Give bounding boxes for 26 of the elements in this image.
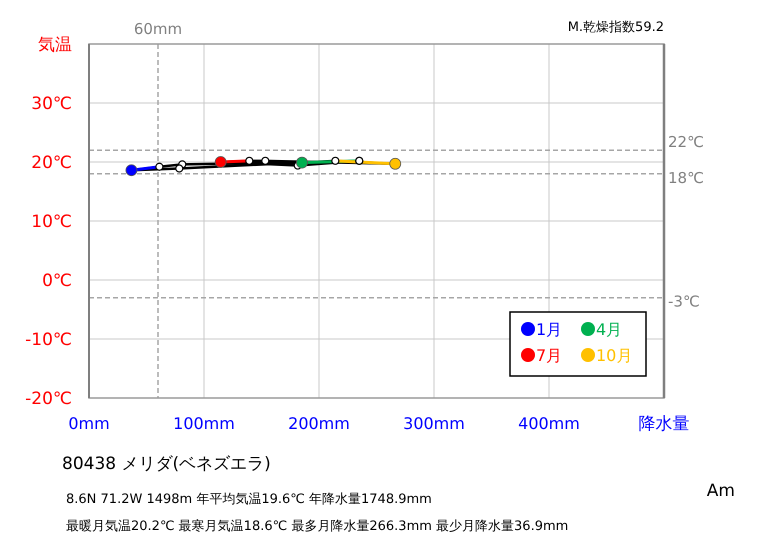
text: 最暖月気温20.2℃ 最寒月気温18.6℃ 最多月降水量266.3mm 最少月降水量36.9mm <box>66 518 568 534</box>
legend-label: 10月 <box>596 346 632 365</box>
y-tick-label: 20℃ <box>31 153 72 173</box>
text: 8.6N 71.2W 1498m 年平均気温19.6℃ 年降水量1748.9mm <box>66 492 432 507</box>
legend-label: 1月 <box>536 320 562 339</box>
ref-line-label: 18℃ <box>668 168 704 187</box>
x-tick-label: 100mm <box>173 414 235 433</box>
x-tick-label: 200mm <box>288 414 350 433</box>
y-tick-label: 30℃ <box>31 94 72 114</box>
y-tick-label: 10℃ <box>31 212 72 232</box>
ref-line-label: 60mm <box>134 20 182 38</box>
y-tick-label: -20℃ <box>25 389 72 409</box>
legend-label: 4月 <box>596 320 622 339</box>
ref-line-label: 22℃ <box>668 133 704 152</box>
y-tick-label: -10℃ <box>25 330 72 350</box>
text: Am <box>706 481 735 501</box>
x-tick-label: 400mm <box>518 414 580 433</box>
text: 80438 メリダ(ベネズエラ) <box>62 454 271 474</box>
ref-line-label: -3℃ <box>668 292 700 311</box>
text: M.乾燥指数59.2 <box>568 20 664 35</box>
x-tick-label: 0mm <box>68 414 110 433</box>
x-axis-title: 降水量 <box>638 414 690 434</box>
y-tick-label: 0℃ <box>42 271 72 291</box>
x-tick-label: 300mm <box>403 414 465 433</box>
y-axis-title: 気温 <box>38 35 72 55</box>
legend-label: 7月 <box>536 346 562 365</box>
